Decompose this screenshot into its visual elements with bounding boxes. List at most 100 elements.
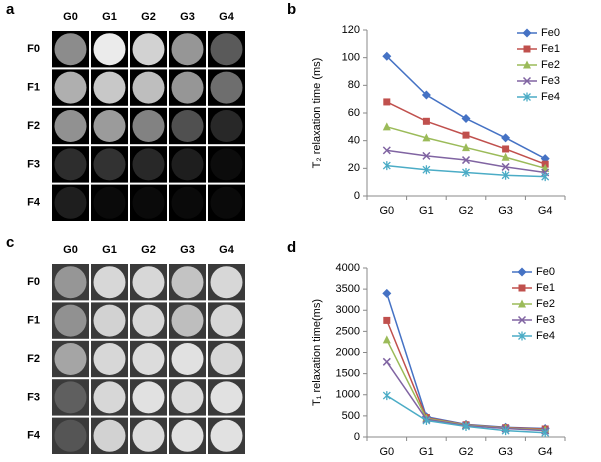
legend-marker — [523, 92, 531, 102]
legend-label: Fe0 — [536, 266, 555, 278]
row-label: F2 — [27, 120, 40, 132]
marker — [461, 156, 471, 165]
y-tick-label: 100 — [342, 52, 360, 64]
sample-circle — [171, 343, 204, 375]
marker — [462, 131, 470, 139]
marker — [382, 122, 391, 131]
legend-label: Fe3 — [536, 314, 555, 326]
legend-label: Fe1 — [536, 282, 555, 294]
marker — [422, 416, 431, 426]
sample-circle — [171, 33, 204, 66]
sample-circle — [54, 148, 87, 181]
row-label: F4 — [27, 430, 41, 442]
sample-circle — [210, 71, 243, 104]
column-label: G3 — [180, 11, 195, 23]
panel-label: d — [287, 239, 296, 256]
legend-marker — [518, 331, 526, 341]
column-label: G3 — [180, 244, 195, 256]
x-tick-label: G2 — [459, 205, 474, 217]
legend-label: Fe2 — [536, 298, 555, 310]
sample-circle — [54, 33, 87, 66]
sample-circle — [210, 186, 243, 219]
sample-circle — [93, 71, 126, 104]
row-label: F2 — [27, 353, 40, 365]
marker — [382, 146, 391, 155]
row-label: F0 — [27, 276, 40, 288]
sample-circle — [171, 381, 204, 414]
column-label: G1 — [102, 11, 117, 23]
marker — [382, 161, 391, 171]
marker — [462, 143, 470, 152]
y-tick-label: 60 — [348, 107, 360, 119]
sample-circle — [132, 419, 165, 452]
y-tick-label: 500 — [342, 410, 360, 422]
marker — [501, 152, 510, 161]
row-label: F3 — [27, 391, 40, 403]
y-tick-label: 2000 — [336, 346, 360, 358]
legend-label: Fe4 — [541, 91, 560, 103]
sample-circle — [210, 33, 243, 66]
sample-circle — [93, 381, 126, 414]
x-tick-label: G4 — [538, 205, 553, 217]
legend-marker — [522, 76, 532, 86]
row-label: F3 — [27, 158, 40, 170]
y-tick-label: 1000 — [336, 389, 360, 401]
row-label: F1 — [27, 315, 40, 327]
marker — [422, 151, 431, 160]
y-tick-label: 80 — [348, 79, 360, 91]
sample-circle — [93, 343, 126, 375]
legend-marker — [517, 267, 527, 277]
sample-circle — [54, 71, 87, 104]
marker — [382, 391, 391, 401]
sample-circle — [54, 186, 87, 219]
sample-circle — [210, 110, 243, 142]
sample-circle — [93, 148, 126, 181]
marker — [462, 421, 470, 431]
column-label: G1 — [102, 244, 117, 256]
sample-circle — [132, 110, 165, 142]
legend-label: Fe4 — [536, 330, 555, 342]
marker — [501, 133, 511, 143]
legend-marker — [522, 28, 532, 38]
legend-marker — [518, 299, 526, 308]
series-line — [386, 339, 546, 431]
marker — [501, 170, 510, 180]
y-tick-label: 0 — [354, 190, 360, 202]
marker — [383, 98, 391, 106]
x-tick-label: G3 — [498, 446, 513, 457]
marker — [421, 90, 431, 100]
sample-circle — [210, 304, 243, 337]
sample-circle — [210, 381, 243, 414]
legend-label: Fe1 — [541, 43, 560, 55]
legend-label: Fe3 — [541, 75, 560, 87]
panel-label: c — [6, 234, 14, 251]
marker — [541, 172, 550, 182]
x-tick-label: G0 — [379, 205, 394, 217]
sample-circle — [54, 266, 87, 299]
sample-circle — [132, 186, 165, 219]
y-axis-title: T₂ relaxation time (ms) — [311, 58, 323, 169]
sample-circle — [171, 419, 204, 452]
x-tick-label: G2 — [459, 446, 474, 457]
sample-circle — [171, 148, 204, 181]
sample-circle — [93, 33, 126, 66]
sample-circle — [93, 266, 126, 299]
marker — [383, 316, 391, 324]
row-label: F0 — [27, 43, 40, 55]
x-tick-label: G1 — [419, 446, 434, 457]
marker — [382, 51, 392, 61]
y-tick-label: 4000 — [336, 262, 360, 274]
legend-label: Fe2 — [541, 59, 560, 71]
column-label: G0 — [63, 11, 78, 23]
marker — [502, 145, 510, 153]
sample-circle — [171, 110, 204, 142]
marker — [382, 288, 392, 298]
column-label: G2 — [141, 244, 156, 256]
sample-circle — [132, 304, 165, 337]
y-tick-label: 1500 — [336, 368, 360, 380]
sample-circle — [171, 71, 204, 104]
sample-circle — [132, 71, 165, 104]
panel-label: a — [6, 1, 15, 18]
marker — [501, 426, 510, 436]
